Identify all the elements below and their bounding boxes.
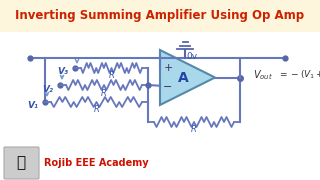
Text: Rojib EEE Academy: Rojib EEE Academy [44,158,148,168]
Bar [0,0,320,32]
Text: V₃: V₃ [57,68,68,76]
Text: $= -(V_1 + V_2 + V_3)$: $= -(V_1 + V_2 + V_3)$ [278,69,320,81]
Text: R: R [191,125,197,134]
Text: V₂: V₂ [42,84,53,93]
Text: 🧑: 🧑 [16,156,26,170]
Text: 0v: 0v [186,52,197,61]
Text: A: A [178,71,189,84]
Bar [0,145,320,180]
Text: V₁: V₁ [27,102,38,111]
Text: R: R [108,71,115,80]
Text: +: + [163,63,173,73]
Text: Inverting Summing Amplifier Using Op Amp: Inverting Summing Amplifier Using Op Amp [15,10,305,22]
Polygon shape [160,50,215,105]
Text: $V_{out}$: $V_{out}$ [253,68,273,82]
Text: R: R [93,105,100,114]
Text: R: R [101,89,107,98]
FancyBboxPatch shape [4,147,39,179]
Text: −: − [163,82,173,92]
